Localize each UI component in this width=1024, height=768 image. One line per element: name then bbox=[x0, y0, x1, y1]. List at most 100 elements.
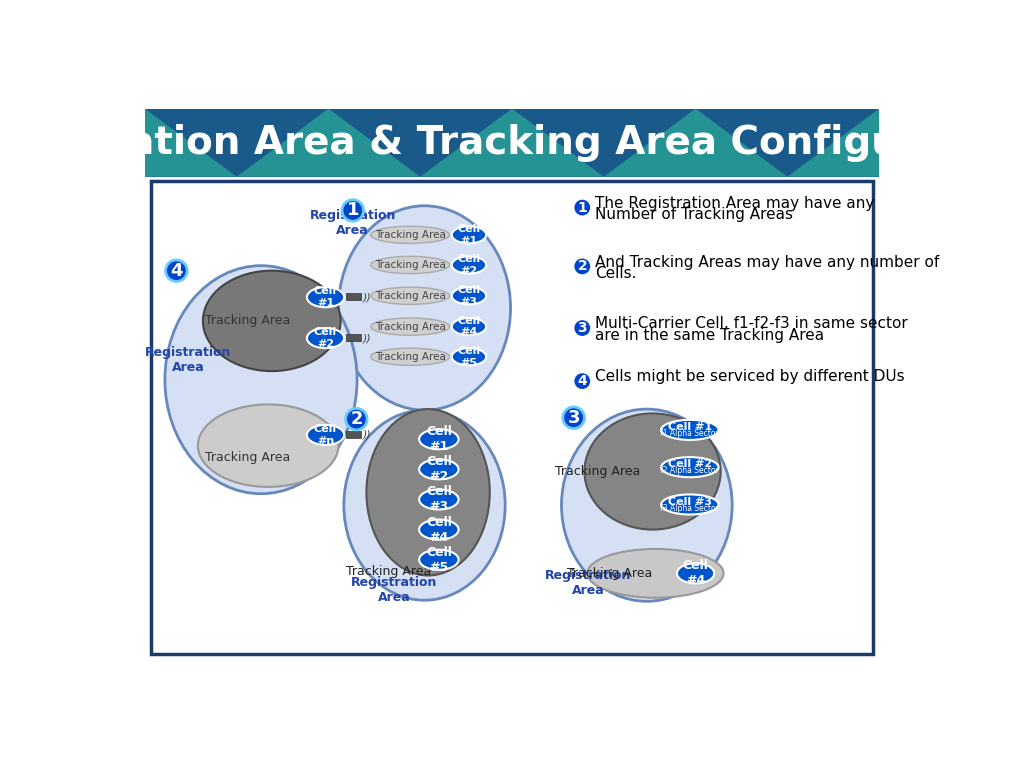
Ellipse shape bbox=[339, 206, 511, 410]
Circle shape bbox=[166, 260, 187, 281]
Ellipse shape bbox=[662, 457, 719, 477]
Text: )): )) bbox=[362, 293, 372, 303]
Text: 3: 3 bbox=[567, 409, 580, 427]
Text: Registration Area & Tracking Area Configurations: Registration Area & Tracking Area Config… bbox=[0, 124, 1024, 162]
Ellipse shape bbox=[419, 429, 459, 449]
Text: )): )) bbox=[362, 333, 372, 343]
Polygon shape bbox=[420, 108, 604, 177]
Text: Cells.: Cells. bbox=[595, 266, 637, 281]
Text: Cell
#2: Cell #2 bbox=[426, 455, 452, 483]
Ellipse shape bbox=[371, 287, 450, 304]
Text: Cell
#4: Cell #4 bbox=[458, 316, 480, 337]
Ellipse shape bbox=[307, 287, 344, 307]
Text: Tracking Area: Tracking Area bbox=[375, 291, 445, 301]
Text: Tracking Area: Tracking Area bbox=[375, 322, 445, 332]
Ellipse shape bbox=[367, 409, 489, 575]
Text: Cell
#3: Cell #3 bbox=[458, 285, 480, 306]
Ellipse shape bbox=[452, 287, 486, 304]
Ellipse shape bbox=[452, 348, 486, 366]
Text: The Registration Area may have any: The Registration Area may have any bbox=[595, 196, 874, 210]
Ellipse shape bbox=[371, 227, 450, 243]
Ellipse shape bbox=[371, 348, 450, 366]
Text: Cell #1: Cell #1 bbox=[668, 422, 712, 432]
Ellipse shape bbox=[662, 495, 719, 515]
Text: 4: 4 bbox=[578, 374, 587, 388]
Circle shape bbox=[342, 200, 364, 221]
Ellipse shape bbox=[419, 550, 459, 570]
Text: Cell
#5: Cell #5 bbox=[426, 546, 452, 574]
Text: Multi-Carrier Cell, f1-f2-f3 in same sector: Multi-Carrier Cell, f1-f2-f3 in same sec… bbox=[595, 316, 908, 331]
Circle shape bbox=[574, 200, 590, 216]
Ellipse shape bbox=[307, 425, 344, 445]
Ellipse shape bbox=[371, 257, 450, 273]
FancyBboxPatch shape bbox=[346, 334, 361, 341]
Text: )): )) bbox=[362, 429, 372, 439]
Ellipse shape bbox=[203, 270, 341, 371]
Text: f2 Alpha Sector: f2 Alpha Sector bbox=[660, 466, 719, 475]
Ellipse shape bbox=[452, 257, 486, 273]
Text: Cell #2: Cell #2 bbox=[668, 459, 712, 469]
Polygon shape bbox=[237, 108, 420, 177]
Ellipse shape bbox=[452, 227, 486, 243]
Text: Cell #3: Cell #3 bbox=[668, 497, 712, 507]
Ellipse shape bbox=[662, 420, 719, 440]
Text: Cell
#n: Cell #n bbox=[314, 424, 337, 445]
Text: 3: 3 bbox=[578, 321, 587, 335]
Text: f1 Alpha Sector: f1 Alpha Sector bbox=[660, 429, 719, 438]
Text: Tracking Area: Tracking Area bbox=[375, 352, 445, 362]
Text: Registration
Area: Registration Area bbox=[351, 576, 437, 604]
Text: are in the same Tracking Area: are in the same Tracking Area bbox=[595, 328, 824, 343]
Text: Number of Tracking Areas: Number of Tracking Areas bbox=[595, 207, 794, 222]
Text: Cells might be serviced by different DUs: Cells might be serviced by different DUs bbox=[595, 369, 905, 384]
Text: 4: 4 bbox=[170, 262, 182, 280]
Text: Cell
#3: Cell #3 bbox=[426, 485, 452, 514]
Text: 2: 2 bbox=[578, 260, 587, 273]
Ellipse shape bbox=[452, 318, 486, 336]
Text: Cell
#2: Cell #2 bbox=[458, 254, 480, 276]
Ellipse shape bbox=[344, 410, 505, 601]
Text: Cell
#2: Cell #2 bbox=[314, 327, 337, 349]
FancyBboxPatch shape bbox=[346, 431, 361, 438]
Circle shape bbox=[574, 373, 590, 389]
Ellipse shape bbox=[165, 266, 357, 494]
Ellipse shape bbox=[419, 489, 459, 509]
Text: Registration
Area: Registration Area bbox=[309, 210, 396, 237]
Text: Cell
#1: Cell #1 bbox=[314, 286, 337, 308]
Text: Tracking Area: Tracking Area bbox=[567, 567, 652, 580]
Text: 1: 1 bbox=[578, 200, 587, 214]
Ellipse shape bbox=[419, 519, 459, 540]
Circle shape bbox=[574, 259, 590, 274]
Text: Tracking Area: Tracking Area bbox=[555, 465, 641, 478]
Ellipse shape bbox=[419, 459, 459, 479]
Ellipse shape bbox=[677, 563, 714, 584]
Ellipse shape bbox=[585, 413, 721, 530]
FancyBboxPatch shape bbox=[151, 181, 873, 654]
Text: Registration
Area: Registration Area bbox=[545, 568, 631, 597]
Polygon shape bbox=[53, 108, 237, 177]
Text: 2: 2 bbox=[350, 410, 362, 428]
Polygon shape bbox=[971, 108, 1024, 177]
Polygon shape bbox=[787, 108, 971, 177]
Text: Tracking Area: Tracking Area bbox=[206, 314, 291, 327]
Text: Cell
#4: Cell #4 bbox=[683, 559, 709, 588]
Circle shape bbox=[574, 320, 590, 336]
Text: Cell
#5: Cell #5 bbox=[458, 346, 480, 368]
Ellipse shape bbox=[561, 409, 732, 601]
Text: f3 Alpha Sector: f3 Alpha Sector bbox=[660, 504, 719, 512]
Ellipse shape bbox=[198, 405, 339, 487]
Circle shape bbox=[346, 409, 368, 430]
FancyBboxPatch shape bbox=[144, 108, 880, 177]
Text: 1: 1 bbox=[346, 201, 359, 220]
Ellipse shape bbox=[307, 328, 344, 348]
Circle shape bbox=[563, 407, 585, 429]
Text: And Tracking Areas may have any number of: And Tracking Areas may have any number o… bbox=[595, 254, 939, 270]
Text: Tracking Area: Tracking Area bbox=[375, 230, 445, 240]
Text: Registration
Area: Registration Area bbox=[144, 346, 231, 373]
Polygon shape bbox=[604, 108, 787, 177]
Text: Cell
#1: Cell #1 bbox=[426, 425, 452, 453]
Text: Cell
#4: Cell #4 bbox=[426, 515, 452, 544]
FancyBboxPatch shape bbox=[346, 293, 361, 300]
Text: Tracking Area: Tracking Area bbox=[206, 451, 291, 464]
Text: Tracking Area: Tracking Area bbox=[346, 564, 431, 578]
Text: Cell
#1: Cell #1 bbox=[458, 224, 480, 246]
